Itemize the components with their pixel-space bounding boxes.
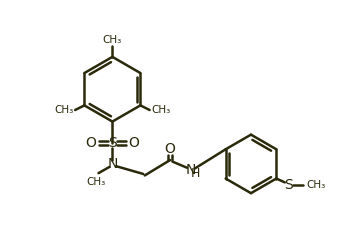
Text: N: N xyxy=(186,163,196,177)
Text: O: O xyxy=(165,141,176,156)
Text: CH₃: CH₃ xyxy=(86,177,106,187)
Text: CH₃: CH₃ xyxy=(306,180,326,190)
Text: H: H xyxy=(191,167,200,180)
Text: CH₃: CH₃ xyxy=(151,105,170,115)
Text: CH₃: CH₃ xyxy=(54,105,74,115)
Text: CH₃: CH₃ xyxy=(103,35,122,45)
Text: N: N xyxy=(107,157,118,171)
Text: O: O xyxy=(85,136,96,150)
Text: O: O xyxy=(128,136,139,150)
Text: S: S xyxy=(284,178,293,192)
Text: S: S xyxy=(108,136,117,150)
